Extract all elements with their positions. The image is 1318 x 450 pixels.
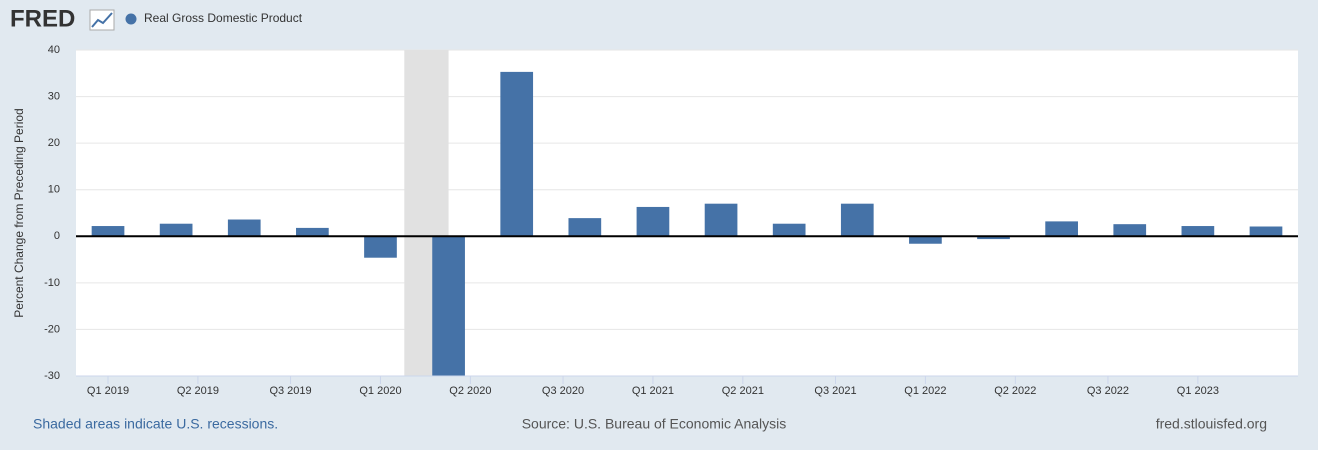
legend-swatch[interactable] <box>125 13 137 25</box>
bar <box>296 227 329 237</box>
x-tick-label: Q1 2023 <box>1177 385 1219 397</box>
source: Source: U.S. Bureau of Economic Analysis <box>522 416 787 432</box>
bar <box>840 203 874 237</box>
bar <box>1045 221 1078 237</box>
bar <box>1249 226 1283 237</box>
bar <box>772 223 806 237</box>
y-tick-label: -30 <box>44 370 60 382</box>
y-tick-label: 10 <box>48 184 60 196</box>
y-tick-label: -20 <box>44 323 60 335</box>
bar <box>159 223 193 237</box>
recession-note[interactable]: Shaded areas indicate U.S. recessions. <box>33 416 278 432</box>
x-tick-label: Q3 2020 <box>542 385 584 397</box>
bar <box>704 203 738 237</box>
bar <box>909 236 942 244</box>
x-tick-label: Q2 2019 <box>177 385 219 397</box>
bar <box>227 219 261 237</box>
bar <box>500 71 534 237</box>
bar <box>364 236 397 258</box>
x-tick-label: Q1 2022 <box>904 385 946 397</box>
logo-icon <box>89 9 115 31</box>
y-tick-label: -10 <box>44 277 60 289</box>
bar <box>568 218 602 237</box>
x-tick-label: Q2 2022 <box>994 385 1036 397</box>
x-tick-label: Q3 2021 <box>814 385 856 397</box>
bar <box>432 236 465 376</box>
legend-label[interactable]: Real Gross Domestic Product <box>144 11 303 25</box>
bars <box>91 71 1283 376</box>
x-tick-label: Q3 2022 <box>1087 385 1129 397</box>
y-axis-label: Percent Change from Preceding Period <box>12 108 26 317</box>
bar <box>1181 226 1215 237</box>
bar <box>91 226 125 237</box>
x-tick-label: Q2 2021 <box>722 385 764 397</box>
x-tick-label: Q2 2020 <box>449 385 491 397</box>
y-tick-label: 0 <box>54 230 60 242</box>
x-tick-label: Q1 2021 <box>632 385 674 397</box>
site[interactable]: fred.stlouisfed.org <box>1156 416 1267 432</box>
y-tick-label: 30 <box>48 90 60 102</box>
x-tick-label: Q1 2020 <box>359 385 401 397</box>
y-tick-label: 20 <box>48 137 60 149</box>
bar <box>1113 224 1147 237</box>
logo: FRED <box>10 5 75 32</box>
x-tick-label: Q3 2019 <box>269 385 311 397</box>
plot-area <box>76 50 1298 376</box>
bar <box>636 206 670 237</box>
bar <box>977 236 1010 240</box>
x-tick-label: Q1 2019 <box>87 385 129 397</box>
y-tick-label: 40 <box>48 44 60 56</box>
